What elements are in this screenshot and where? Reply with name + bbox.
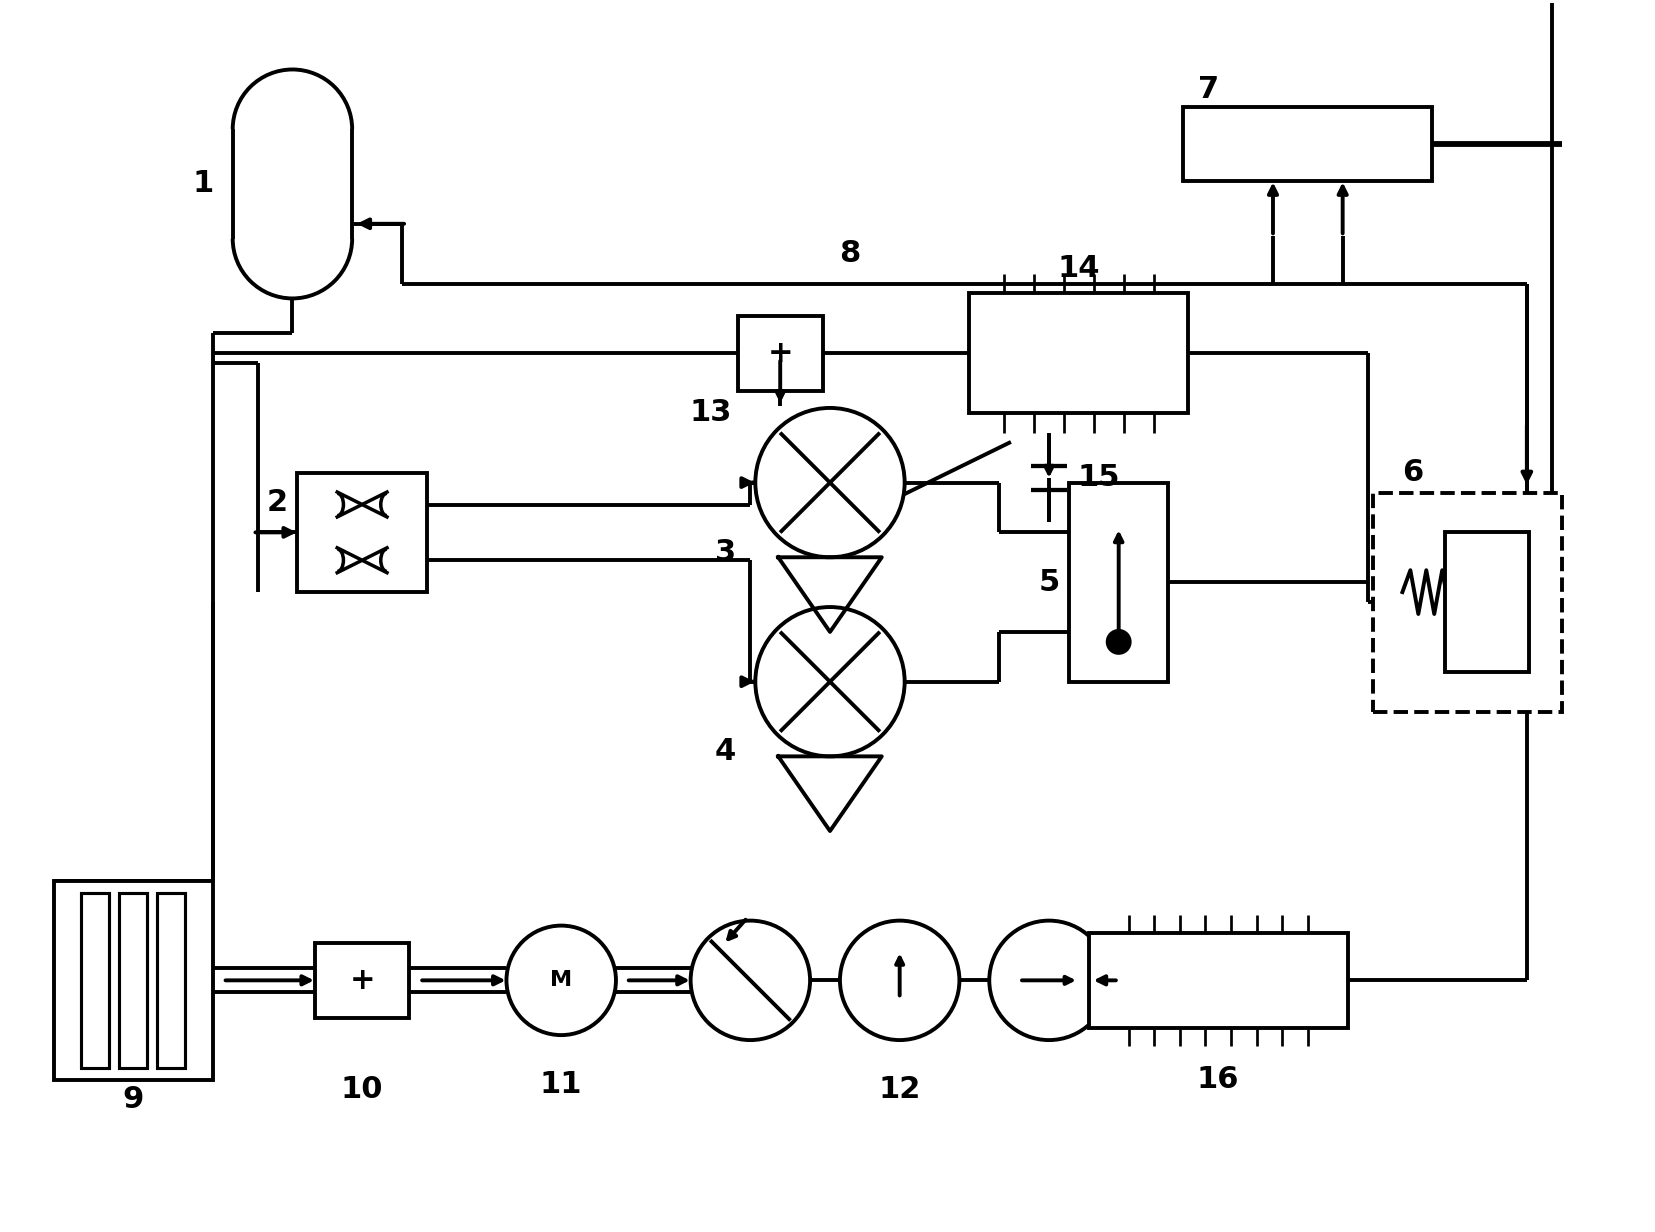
Circle shape [1106,630,1130,655]
Text: 6: 6 [1400,458,1422,487]
Circle shape [755,607,904,756]
Bar [1087,933,1347,1027]
Text: 8: 8 [839,239,861,269]
Bar [81,893,109,1068]
Text: 1: 1 [192,170,213,198]
Circle shape [755,408,904,557]
Text: 9: 9 [122,1085,144,1114]
Text: 14: 14 [1058,254,1099,283]
Text: 3: 3 [715,538,735,567]
Bar [968,293,1188,413]
Text: 4: 4 [715,737,735,766]
Text: 13: 13 [688,398,732,428]
Text: +: + [766,339,793,367]
Text: +: + [349,966,374,995]
Bar [157,893,185,1068]
Bar [53,881,212,1080]
Circle shape [988,920,1109,1040]
Circle shape [506,925,616,1035]
Text: 16: 16 [1197,1066,1238,1094]
Bar [1443,532,1529,671]
Text: 10: 10 [341,1076,382,1104]
Bar [1372,493,1561,712]
Text: 2: 2 [266,488,288,517]
Text: 5: 5 [1038,568,1059,596]
Circle shape [839,920,958,1040]
Bar [298,473,427,593]
Circle shape [690,920,809,1040]
Bar [738,315,823,391]
Bar [1183,107,1432,181]
Bar [119,893,147,1068]
Bar [314,942,409,1018]
Text: 15: 15 [1077,463,1119,492]
Bar [1067,483,1168,681]
Text: M: M [549,971,573,991]
Text: 7: 7 [1197,75,1218,103]
Text: 12: 12 [877,1076,920,1104]
Text: 11: 11 [540,1071,583,1099]
